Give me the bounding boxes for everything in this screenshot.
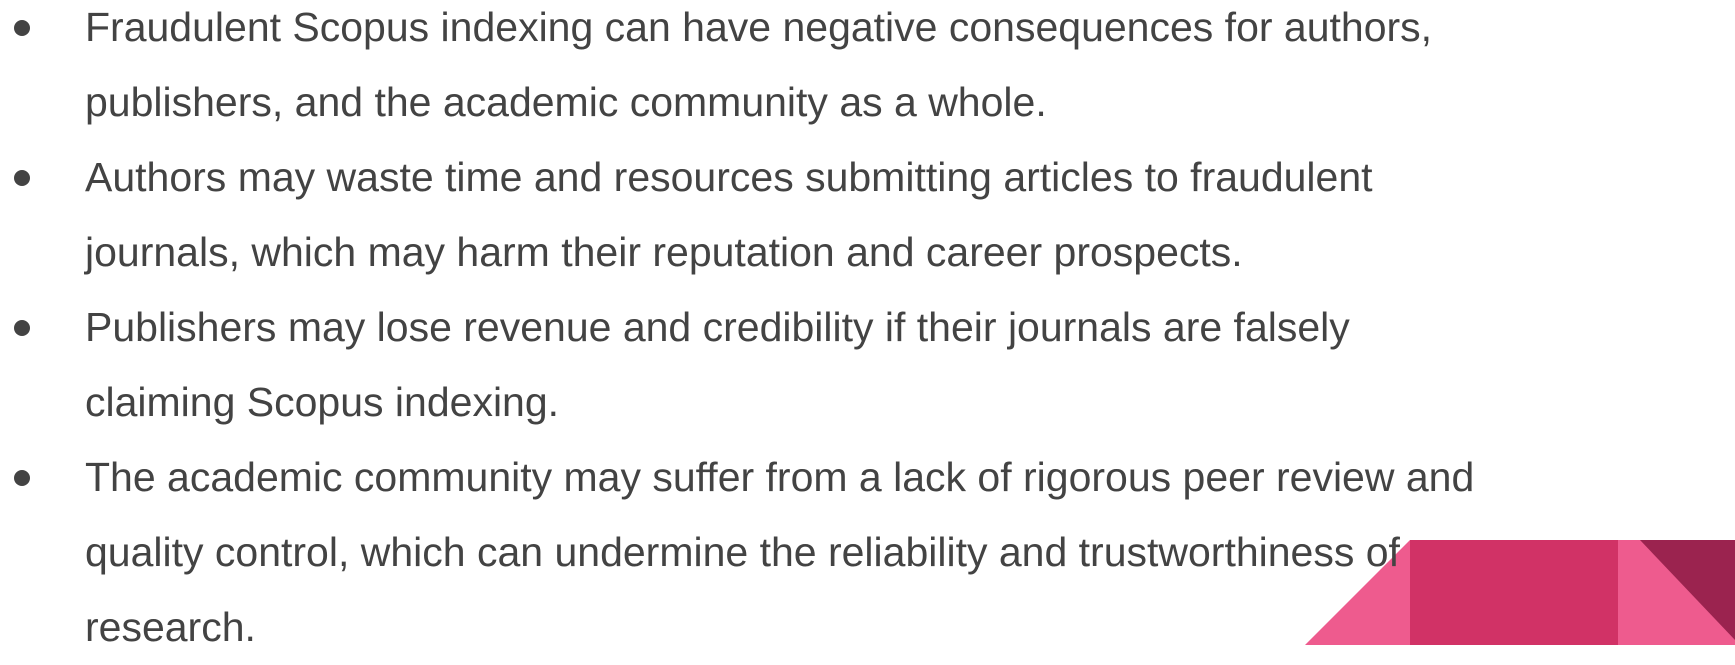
- maroon-triangle: [1640, 540, 1735, 640]
- bullet-text: claiming Scopus indexing.: [85, 379, 560, 425]
- bullet-text: research.: [85, 604, 256, 650]
- bullet: [14, 469, 30, 486]
- decoration: [1305, 540, 1735, 645]
- bullet-text: Fraudulent Scopus indexing can have nega…: [85, 4, 1433, 50]
- bullet-text: quality control, which can undermine the…: [85, 529, 1400, 575]
- bullet: [14, 319, 30, 336]
- bullet-text: Authors may waste time and resources sub…: [85, 154, 1373, 200]
- bullet-text: Publishers may lose revenue and credibil…: [85, 304, 1350, 350]
- bullet: [14, 169, 30, 186]
- bullet-text: The academic community may suffer from a…: [85, 454, 1475, 500]
- bullet-text: journals, which may harm their reputatio…: [85, 229, 1243, 275]
- bullet-text: publishers, and the academic community a…: [85, 79, 1047, 125]
- slide: Fraudulent Scopus indexing can have nega…: [14, 4, 1735, 650]
- bullet-list: Fraudulent Scopus indexing can have nega…: [14, 4, 1475, 650]
- bullet: [14, 19, 30, 36]
- pink-band: [1410, 540, 1618, 645]
